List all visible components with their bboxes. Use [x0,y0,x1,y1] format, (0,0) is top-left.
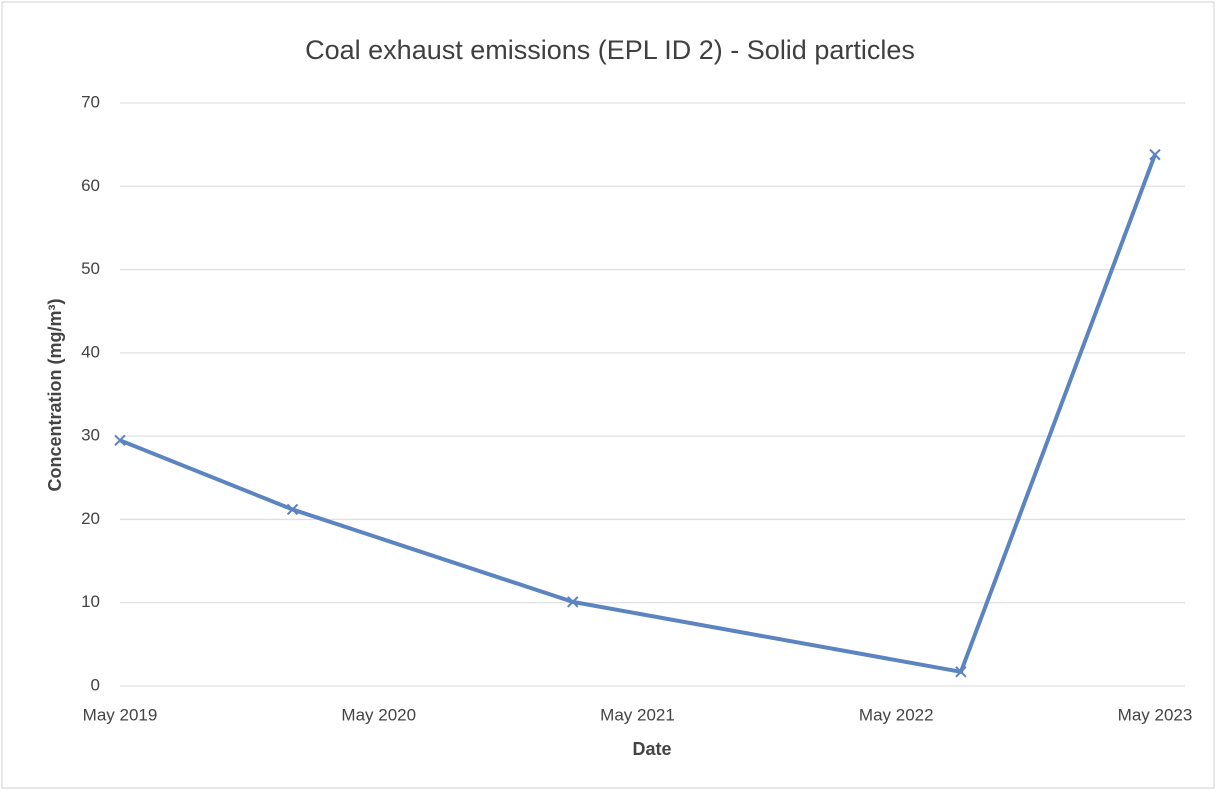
x-tick-label: May 2022 [859,705,934,724]
y-tick-label: 70 [81,92,100,111]
x-tick-label: May 2020 [341,705,416,724]
marker [114,434,126,447]
marker [955,666,967,678]
x-tick-label: May 2023 [1118,705,1193,724]
y-tick-label: 40 [81,342,100,361]
y-tick-label: 50 [81,259,100,278]
y-tick-label: 10 [81,592,100,611]
marker [567,596,579,608]
x-tick-label: May 2019 [83,705,158,724]
y-tick-label: 60 [81,176,100,195]
x-tick-label: May 2021 [600,705,675,724]
chart-title: Coal exhaust emissions (EPL ID 2) - Soli… [305,35,915,65]
y-axis-label: Concentration (mg/m³) [45,299,65,492]
marker [286,503,299,516]
y-tick-label: 20 [81,509,100,528]
marker [1149,148,1161,161]
y-tick-label: 30 [81,426,100,445]
x-axis-label: Date [632,739,671,759]
y-tick-label: 0 [91,675,100,694]
